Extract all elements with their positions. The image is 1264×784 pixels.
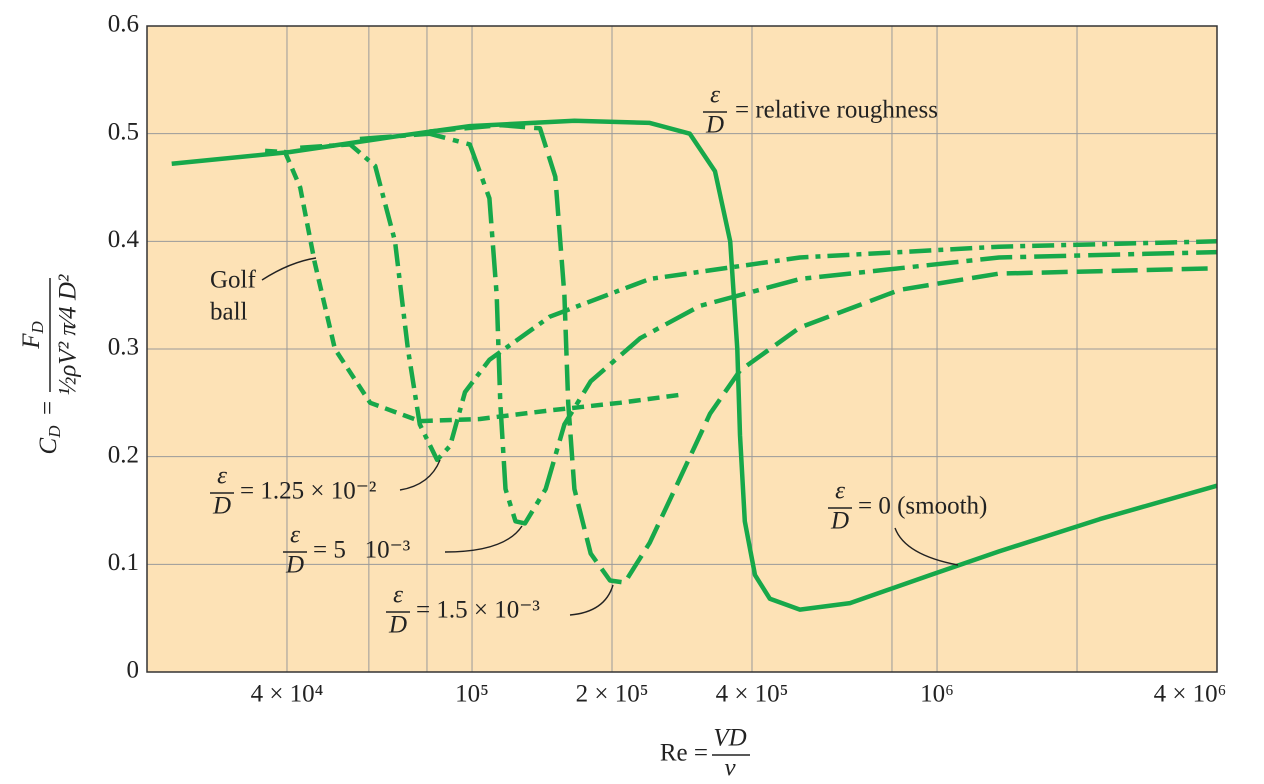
- leader-line: [399, 459, 441, 491]
- fraction-denominator: D: [388, 612, 407, 639]
- plot-frame: [146, 25, 1218, 673]
- leader-line: [444, 525, 523, 553]
- y-axis-label-num: FD: [18, 321, 47, 350]
- fraction-numerator: ε: [290, 522, 300, 549]
- y-axis-label-eq: =: [35, 401, 62, 415]
- x-axis-label-num: VD: [713, 725, 746, 752]
- y-tick-label: 0.2: [108, 441, 139, 468]
- fraction-numerator: ε: [393, 582, 403, 609]
- x-tick-label: 4 × 10⁵: [716, 681, 789, 708]
- leader-line: [261, 257, 317, 281]
- fraction-numerator: ε: [710, 82, 720, 109]
- x-tick-label: 4 × 10⁴: [251, 681, 324, 708]
- x-axis-label: Re =: [660, 740, 708, 767]
- x-tick-label: 10⁶: [920, 681, 954, 708]
- data-line: [264, 148, 686, 424]
- fraction-denominator: D: [285, 552, 304, 579]
- fraction-denominator: D: [212, 493, 231, 520]
- leader-line: [569, 584, 614, 616]
- y-tick-label: 0.6: [108, 11, 139, 38]
- annotation: ball: [210, 299, 248, 326]
- y-axis-label-c: CD: [35, 425, 64, 455]
- fraction-numerator: ε: [217, 463, 227, 490]
- fraction-denominator: D: [705, 112, 724, 139]
- x-tick-label: 4 × 10⁶: [1154, 681, 1227, 708]
- annotation: = 1.25 × 10⁻²: [240, 478, 376, 505]
- y-tick-label: 0.5: [108, 118, 139, 145]
- x-tick-label: 2 × 10⁵: [576, 681, 649, 708]
- annotation: = 0 (smooth): [858, 493, 987, 520]
- y-axis-label-den: ½ρV² π⁄4 D²: [55, 274, 82, 395]
- fraction-denominator: D: [830, 508, 849, 535]
- y-tick-label: 0.3: [108, 334, 139, 361]
- x-axis-label-den: ν: [724, 755, 736, 782]
- annotation: = 1.5 × 10⁻³: [416, 597, 540, 624]
- data-line: [429, 122, 1218, 585]
- x-tick-label: 10⁵: [455, 681, 489, 708]
- y-tick-label: 0.4: [108, 226, 140, 253]
- data-line: [359, 131, 1218, 526]
- y-axis-label: CD = FD ½ρV² π⁄4 D²: [18, 274, 82, 454]
- annotation: Golf: [210, 267, 257, 294]
- y-tick-label: 0: [127, 657, 140, 684]
- data-line: [300, 142, 1218, 463]
- annotation: = relative roughness: [735, 97, 938, 124]
- leader-line: [894, 527, 959, 566]
- annotation: = 5 10⁻³: [313, 537, 411, 564]
- fraction-numerator: ε: [835, 478, 845, 505]
- lines: [171, 118, 1218, 612]
- y-tick-label: 0.1: [108, 549, 139, 576]
- labels: 0 0.1 0.2 0.3 0.4 0.5 0.6 4 × 10⁴ 10⁵ 2 × 10⁵ 4 × …: [18, 11, 1227, 782]
